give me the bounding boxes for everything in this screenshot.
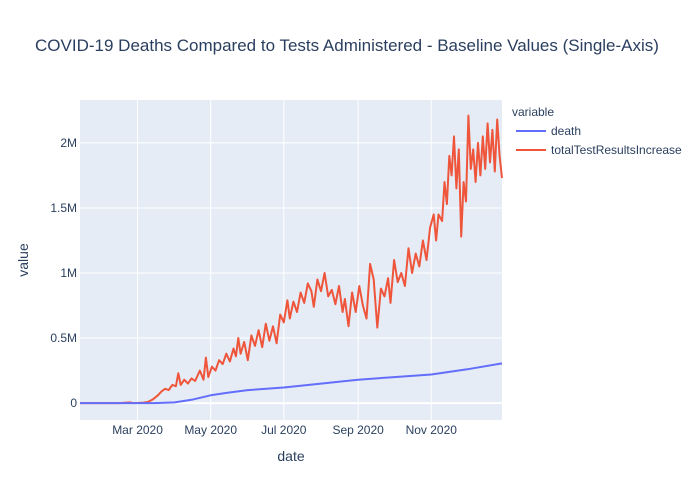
legend-item-totalTestResultsIncrease[interactable]: totalTestResultsIncrease [516, 143, 682, 157]
y-axis-title: value [15, 243, 31, 277]
grid-lines [80, 100, 502, 420]
x-tick-label: Jul 2020 [261, 423, 307, 437]
y-tick-label: 0 [70, 396, 77, 410]
legend-item-death[interactable]: death [516, 124, 581, 138]
legend: variable death totalTestResultsIncrease [512, 105, 682, 157]
y-tick-label: 2M [60, 136, 77, 150]
y-tick-label: 0.5M [50, 331, 77, 345]
series-layer [80, 114, 503, 405]
x-tick-label: Sep 2020 [332, 423, 384, 437]
legend-label: totalTestResultsIncrease [551, 143, 682, 157]
y-tick-label: 1.5M [50, 201, 77, 215]
legend-label: death [551, 124, 581, 138]
series-line-totalTestResultsIncrease [80, 114, 503, 405]
y-axis-ticks: 0 0.5M 1M 1.5M 2M [50, 136, 77, 410]
x-axis-title: date [277, 448, 304, 464]
chart-title: COVID-19 Deaths Compared to Tests Admini… [35, 36, 659, 55]
plot-area [80, 100, 502, 420]
x-tick-label: Mar 2020 [112, 423, 163, 437]
x-axis-ticks: Mar 2020 May 2020 Jul 2020 Sep 2020 Nov 2020 [112, 423, 457, 437]
legend-title: variable [512, 105, 554, 119]
x-tick-label: Nov 2020 [406, 423, 458, 437]
series-line-death [80, 362, 503, 405]
y-tick-label: 1M [60, 266, 77, 280]
x-tick-label: May 2020 [184, 423, 237, 437]
